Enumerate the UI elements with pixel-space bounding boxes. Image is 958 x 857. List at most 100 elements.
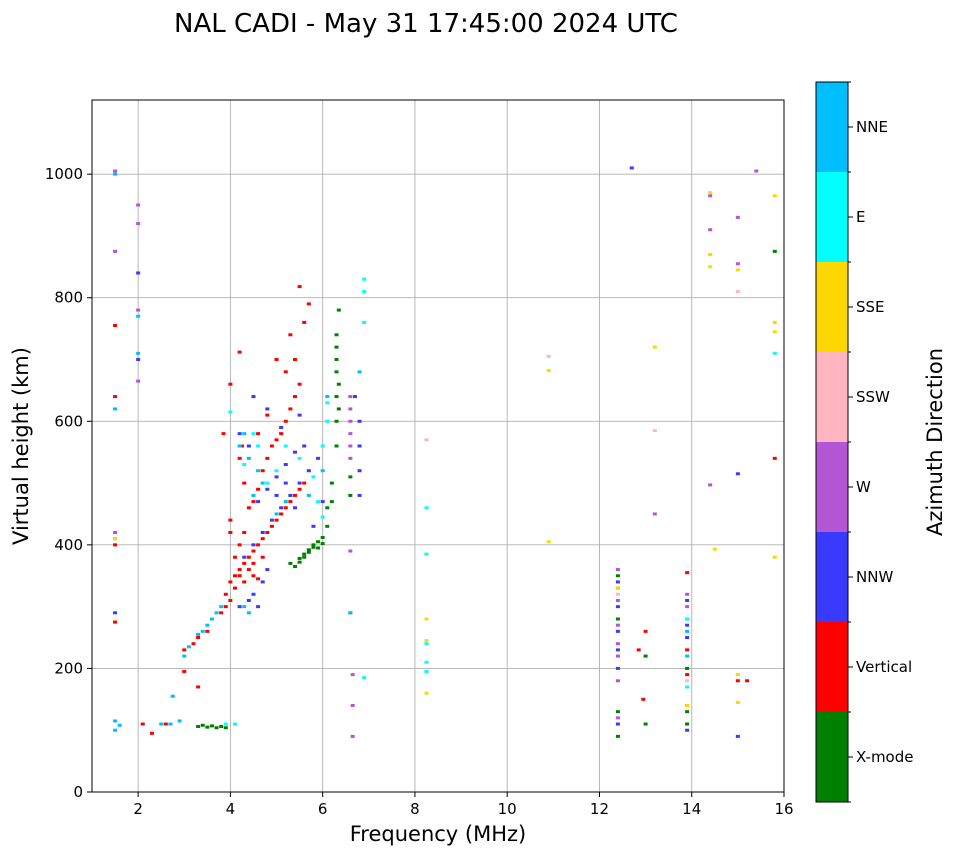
grid-lines — [92, 100, 785, 793]
data-point-nnw — [246, 444, 251, 448]
data-point-vertical — [274, 438, 279, 442]
data-point-e — [362, 290, 367, 294]
colorbar-segment — [816, 532, 848, 622]
data-point-nnw — [735, 472, 740, 476]
data-point-nnw — [260, 531, 265, 534]
data-point-nnw — [136, 358, 141, 361]
data-point-vertical — [685, 648, 690, 652]
data-point-e — [316, 500, 321, 504]
data-point-vertical — [643, 629, 648, 633]
colorbar-segment — [816, 622, 848, 712]
data-point-vertical — [191, 642, 196, 646]
data-point-vertical — [182, 648, 187, 652]
data-point-vertical — [228, 580, 233, 584]
data-point-e — [274, 469, 279, 473]
data-point-w — [685, 605, 690, 609]
data-point-vertical — [297, 487, 302, 491]
data-point-nnw — [251, 543, 256, 547]
data-point-w — [348, 432, 353, 436]
data-point-vertical — [113, 620, 118, 624]
data-point-vertical — [233, 574, 238, 578]
data-point-nnw — [283, 481, 288, 485]
data-point-e — [424, 552, 429, 556]
data-point-w — [708, 483, 713, 487]
data-point-nnw — [629, 166, 634, 170]
data-point-nnw — [297, 413, 302, 417]
data-point-e — [311, 475, 316, 479]
plot-frame — [91, 99, 785, 793]
data-point-e — [242, 463, 247, 467]
data-point-x-mode — [348, 493, 353, 497]
data-point-nne — [168, 722, 173, 726]
data-point-sse — [113, 537, 118, 541]
data-point-w — [615, 654, 620, 658]
data-point-nne — [325, 395, 330, 399]
data-point-x-mode — [306, 550, 311, 554]
data-point-vertical — [292, 493, 297, 497]
data-point-nnw — [292, 450, 297, 454]
data-point-x-mode — [200, 723, 205, 727]
data-point-w — [348, 456, 353, 460]
data-point-ssw — [615, 592, 620, 596]
data-point-w — [350, 704, 355, 707]
data-point-nnw — [136, 271, 141, 275]
data-point-vertical — [242, 561, 247, 565]
data-point-ssw — [735, 290, 740, 294]
data-point-x-mode — [223, 726, 228, 730]
data-point-vertical — [251, 574, 256, 578]
x-tick-label: 4 — [226, 800, 236, 818]
data-point-w — [754, 169, 759, 173]
data-point-e — [685, 685, 690, 689]
x-axis-label: Frequency (MHz) — [350, 822, 526, 846]
data-point-vertical — [288, 407, 293, 411]
data-point-e — [362, 277, 367, 281]
colorbar-label: SSW — [856, 388, 890, 406]
data-point-vertical — [745, 679, 750, 683]
data-point-x-mode — [320, 535, 325, 539]
data-point-e — [325, 401, 330, 405]
data-point-nnw — [260, 580, 265, 584]
data-point-sse — [652, 345, 657, 349]
data-point-sse — [735, 673, 740, 677]
data-point-sse — [546, 540, 551, 544]
data-point-vertical — [256, 432, 261, 436]
data-point-x-mode — [334, 370, 339, 374]
data-point-w — [136, 379, 141, 383]
data-point-x-mode — [209, 724, 214, 728]
data-point-nnw — [352, 395, 357, 399]
data-point-nne — [242, 432, 247, 436]
colorbar-label: X-mode — [856, 748, 913, 766]
data-point-nnw — [615, 722, 620, 726]
data-point-vertical — [228, 598, 233, 602]
data-point-vertical — [228, 382, 233, 386]
y-tick-label: 200 — [54, 659, 83, 677]
data-point-x-mode — [334, 444, 339, 448]
colorbar-label: NNW — [856, 568, 893, 586]
data-point-w — [615, 716, 620, 720]
data-point-vertical — [246, 568, 251, 572]
data-point-x-mode — [334, 395, 339, 399]
data-point-vertical — [242, 580, 247, 584]
data-point-vertical — [113, 395, 118, 399]
data-point-nnw — [269, 518, 274, 522]
data-point-nnw — [735, 734, 740, 738]
data-point-vertical — [685, 673, 690, 677]
data-point-w — [350, 734, 355, 738]
data-point-vertical — [237, 543, 242, 547]
data-point-vertical — [113, 324, 118, 328]
data-point-vertical — [265, 413, 270, 417]
data-point-vertical — [219, 611, 224, 615]
x-tick-label: 8 — [410, 800, 420, 818]
data-point-nne — [357, 370, 362, 374]
data-point-e — [325, 419, 330, 423]
data-point-x-mode — [643, 722, 648, 726]
data-point-x-mode — [329, 481, 334, 485]
data-point-sse — [712, 547, 717, 551]
data-point-nne — [320, 469, 325, 473]
data-point-vertical — [306, 302, 311, 306]
data-point-nnw — [256, 500, 261, 504]
data-point-nne — [685, 629, 690, 633]
data-point-nnw — [279, 425, 284, 429]
data-point-nnw — [297, 481, 302, 485]
data-point-x-mode — [306, 548, 311, 552]
